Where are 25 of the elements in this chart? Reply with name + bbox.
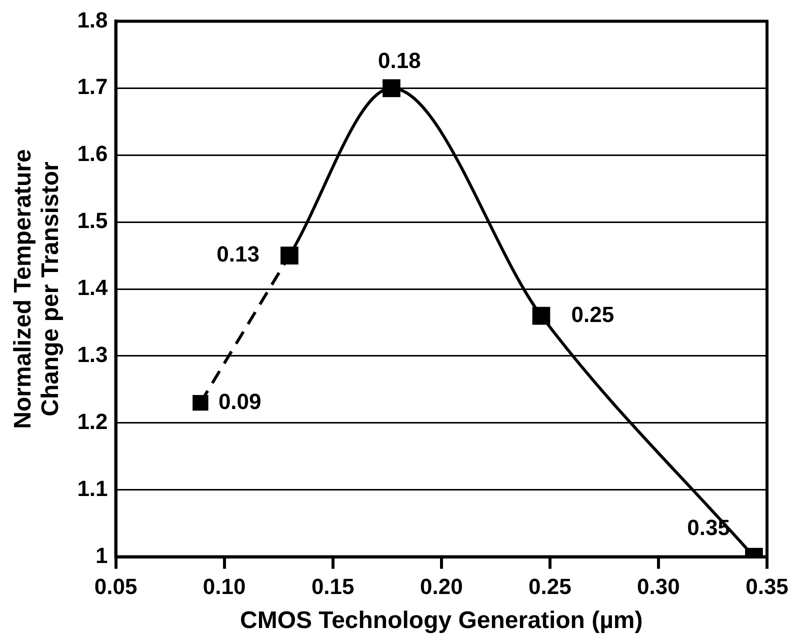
annotation: 0.13 (216, 242, 260, 267)
point (532, 306, 550, 325)
y-tick-label: 1 (96, 542, 108, 568)
annotation: 0.25 (571, 302, 614, 327)
y-tick-label: 1.8 (77, 7, 108, 32)
y-tick-label: 1.3 (77, 342, 108, 368)
x-tick-label: 0.30 (637, 574, 680, 600)
x-axis-title: CMOS Technology Generation (µm) (240, 607, 643, 634)
y-axis-title: Normalized Temperature Change per Transistor (9, 149, 64, 429)
x-tick-label: 0.10 (202, 574, 246, 600)
x-tick-label: 0.25 (528, 574, 572, 600)
x-tick-label: 0.05 (94, 574, 138, 600)
annotation: 0.18 (378, 48, 421, 74)
x-tick-label: 0.20 (420, 574, 463, 600)
y-tick-label: 1.4 (77, 275, 109, 300)
y-tick-label: 1.5 (77, 208, 108, 234)
y-tick-label: 1.2 (77, 408, 108, 434)
x-tick-label: 0.35 (746, 574, 788, 600)
point (382, 79, 400, 98)
x-tick-label: 0.15 (311, 574, 354, 600)
annotation: 0.09 (218, 388, 262, 414)
y-tick-label: 1.7 (77, 74, 108, 100)
point (192, 394, 208, 411)
y-tick-label: 1.1 (77, 476, 108, 501)
y-tick-label: 1.6 (77, 141, 108, 166)
